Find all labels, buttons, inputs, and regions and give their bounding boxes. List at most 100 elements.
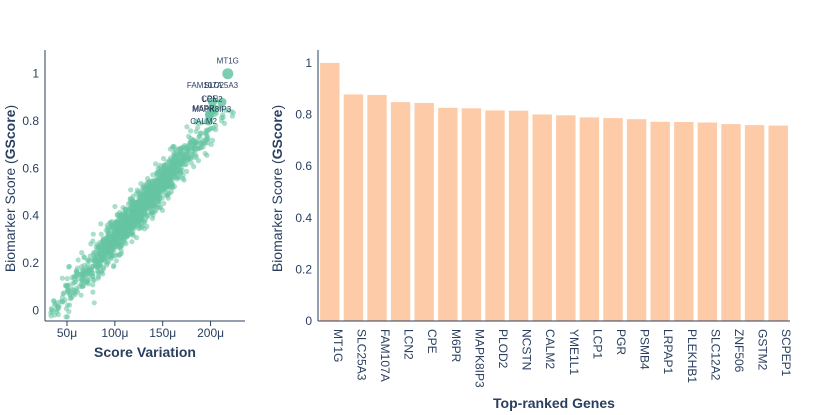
scatter-y-tick-label: 0.8 [22,114,39,128]
scatter-points [48,103,236,320]
scatter-highlighted-points [204,68,234,126]
scatter-point [95,250,101,256]
scatter-point [79,276,85,282]
scatter-y-tick-label: 0 [32,303,39,317]
bar [485,110,505,322]
scatter-point [79,264,85,270]
scatter-point [218,105,224,112]
scatter-point [198,130,204,137]
bar [650,121,670,321]
bar-panel: 0 0.2 0.4 0.6 0.8 1 MT1G SLC25A3 FAM107A LCN2 CPE… [269,50,793,411]
scatter-point [204,132,210,138]
scatter-point [90,238,96,244]
bar-x-tick-label: LRPAP1 [661,329,675,374]
scatter-point [230,110,236,116]
scatter-point [163,192,169,198]
scatter-highlight-point [222,68,234,80]
scatter-point [75,289,81,295]
scatter-point [64,287,70,293]
scatter-point [162,162,168,168]
bar [390,102,411,321]
scatter-point [203,136,209,142]
scatter-x-axis-title: Score Variation [94,344,196,360]
scatter-point [173,170,179,176]
scatter-point [77,272,83,278]
scatter-point [113,258,119,264]
scatter-point [90,231,96,237]
bar-x-tick-label: MT1G [331,329,345,362]
scatter-point [154,174,160,180]
scatter-point [87,267,93,273]
bar-y-tick-label: 0.6 [295,159,312,173]
scatter-point [188,128,194,134]
bar-y-tick-label: 0.8 [295,108,312,122]
scatter-annotation-label: LCN2 [202,95,223,104]
bar-x-tick-label: CALM2 [543,329,557,369]
scatter-point [219,118,225,124]
bar [461,108,482,321]
bar-x-tick-label: PSMB4 [638,329,652,370]
scatter-point [195,158,202,164]
bar-x-tick-label: GSTM2 [756,329,770,371]
bar [320,62,340,322]
scatter-x-tick-label: 150μ [149,326,176,340]
scatter-point [106,254,113,260]
scatter-point [213,127,219,133]
bar-y-title-close: ) [269,105,285,110]
scatter-point [176,151,182,157]
scatter-point [130,216,136,222]
scatter-annotation-label: CPE [201,94,217,103]
scatter-point [184,146,190,152]
scatter-y-title-bold: GScore [2,109,18,159]
scatter-point [191,164,197,170]
bar-y-tick-label: 1 [305,56,312,70]
scatter-point [130,207,136,213]
scatter-point [167,157,173,163]
scatter-point [175,161,181,167]
scatter-annotation-label: MT1G [217,57,239,66]
scatter-point [153,161,159,167]
scatter-point [146,179,152,185]
scatter-point [133,221,139,227]
scatter-point [152,184,158,190]
bar-x-tick-label: LCN2 [402,329,416,360]
bar [697,122,718,321]
bar-x-tick-label: FAM107A [378,329,392,382]
bar-x-tick-label: MAPK8IP3 [472,329,486,388]
scatter-point [192,139,198,145]
scatter-point [97,264,104,270]
bar-y-axis-title: Biomarker Score (GScore) [269,105,285,272]
scatter-point [66,309,72,315]
scatter-point [98,231,104,237]
scatter-point [196,120,202,126]
scatter-point [148,204,154,210]
scatter-point [136,198,142,204]
scatter-point [151,179,158,185]
scatter-point [98,221,104,227]
scatter-point [114,226,120,232]
scatter-point [91,300,97,306]
scatter-point [170,176,176,182]
scatter-point [166,165,172,171]
scatter-point [223,107,229,113]
bar [768,125,788,321]
scatter-point [140,204,146,210]
scatter-point [89,263,96,270]
scatter-point [48,310,54,316]
bar-y-tick-label: 0.2 [295,262,312,276]
scatter-point [208,141,214,148]
scatter-point [181,177,187,183]
scatter-point [79,250,85,256]
bar-x-tick-label: SLC12A2 [708,329,722,381]
scatter-point [160,155,167,162]
scatter-point [145,189,152,195]
bar-bars [320,62,788,322]
scatter-annotation-label: M6PR [192,104,214,113]
scatter-y-tick-label: 0.2 [22,256,39,270]
scatter-point [171,153,177,159]
scatter-point [137,192,144,199]
scatter-x-ticks: 50μ 100μ 150μ 200μ [57,321,224,340]
bar-x-tick-label: SCPEP1 [779,329,793,377]
